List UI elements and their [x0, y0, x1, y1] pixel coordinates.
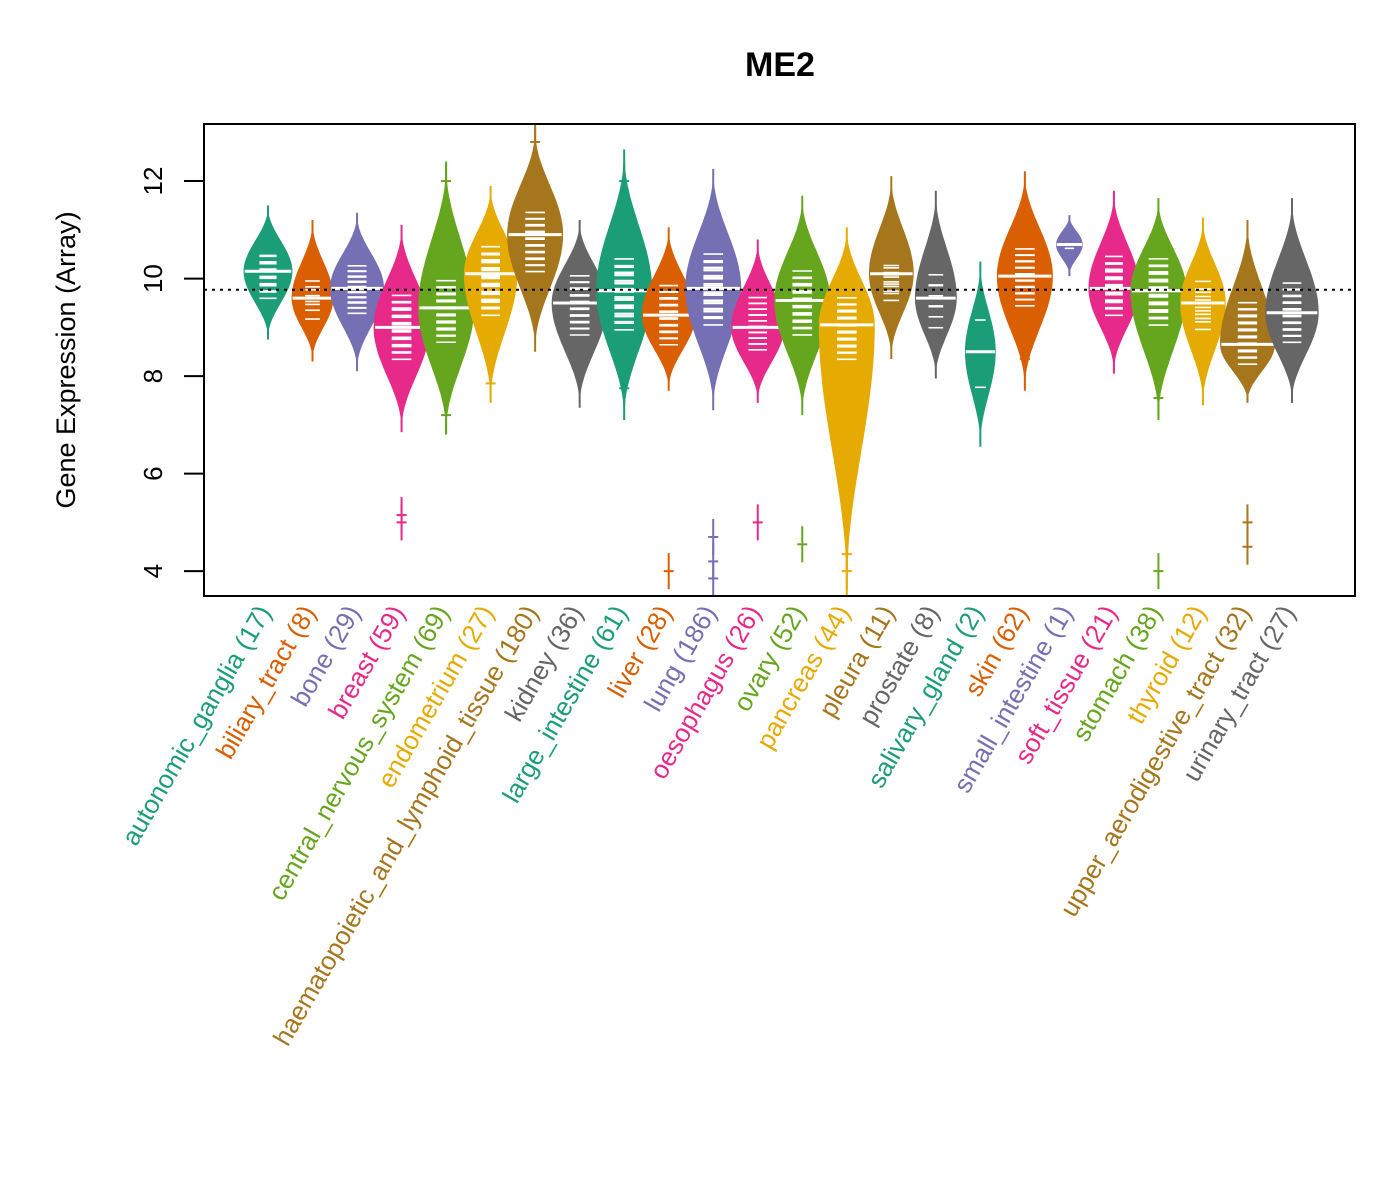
x-axis-labels: autonomic_ganglia (17)biliary_tract (8)b… — [115, 600, 1301, 1051]
violin-group — [243, 205, 293, 340]
violin-body — [641, 227, 696, 391]
violin-group — [551, 220, 608, 408]
violin-group — [1130, 198, 1187, 590]
violin-group — [774, 195, 831, 563]
violin-group — [641, 227, 696, 590]
violin-group — [1220, 220, 1275, 565]
y-tick-label: 8 — [138, 369, 168, 383]
violin-group — [1180, 217, 1226, 406]
y-tick-label: 12 — [138, 167, 168, 196]
violin-group — [868, 176, 914, 360]
y-axis-label: Gene Expression (Array) — [51, 211, 81, 508]
violin-group — [418, 161, 475, 435]
violin-group — [996, 171, 1053, 391]
plot-frame — [203, 123, 1356, 597]
violin-group — [818, 227, 875, 596]
violin-group — [1056, 215, 1083, 277]
violin-group — [965, 261, 996, 447]
violin-body — [291, 220, 334, 362]
y-tick-label: 10 — [138, 264, 168, 293]
violin-body — [1088, 190, 1140, 374]
violin-body — [596, 149, 653, 420]
violin-body — [551, 220, 608, 408]
chart-title: ME2 — [745, 46, 815, 84]
violin-group — [463, 185, 518, 403]
violin-group — [731, 239, 785, 541]
y-axis: 4 6 8 10 12 — [138, 167, 205, 578]
violin-group — [291, 220, 334, 362]
violin-group — [373, 224, 430, 541]
violin-body — [965, 261, 996, 447]
violin-group — [685, 168, 742, 597]
y-tick-label: 6 — [138, 466, 168, 480]
violin-body — [1265, 198, 1319, 403]
violin-group — [507, 124, 564, 352]
violin-group — [330, 212, 385, 372]
violins-layer — [243, 124, 1319, 597]
violin-body — [1220, 220, 1275, 403]
violin-group — [1265, 198, 1319, 403]
violin-body — [418, 161, 475, 435]
y-tick-label: 4 — [138, 564, 168, 578]
violin-group — [1088, 190, 1140, 374]
violin-group — [914, 190, 957, 379]
violin-group — [596, 149, 653, 420]
